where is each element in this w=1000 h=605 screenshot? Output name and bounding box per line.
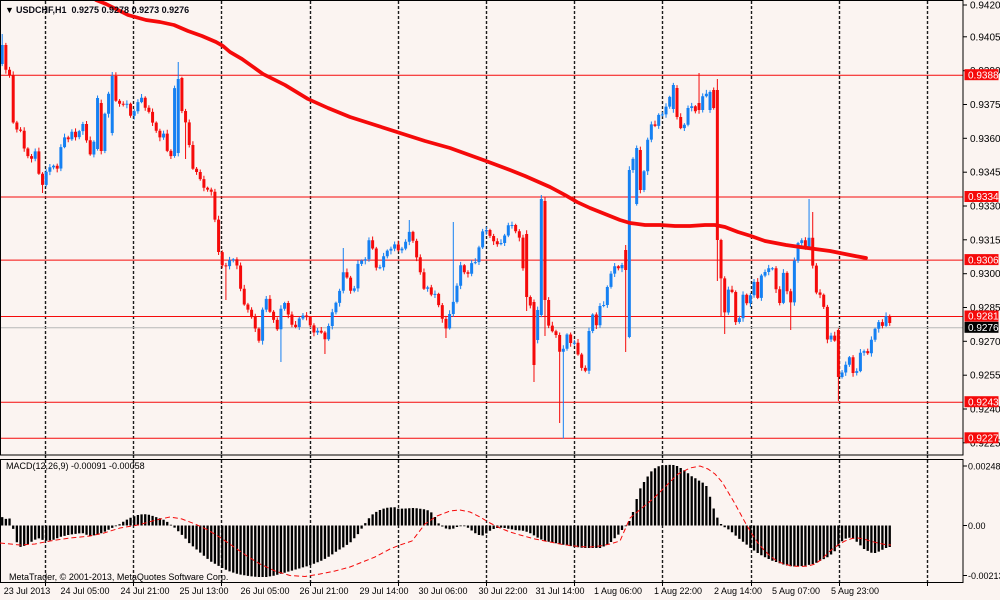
svg-text:-0.00213: -0.00213 xyxy=(968,571,1000,581)
svg-text:30 Jul 06:00: 30 Jul 06:00 xyxy=(418,586,467,596)
svg-text:24 Jul 21:00: 24 Jul 21:00 xyxy=(120,586,169,596)
svg-text:25 Jul 13:00: 25 Jul 13:00 xyxy=(179,586,228,596)
svg-text:0.9227: 0.9227 xyxy=(968,434,999,445)
svg-text:0.9300: 0.9300 xyxy=(970,269,1000,280)
svg-text:MACD(12,26,9) -0.00091 -0.0005: MACD(12,26,9) -0.00091 -0.00058 xyxy=(6,461,145,471)
svg-text:0.00: 0.00 xyxy=(968,521,986,531)
svg-text:26 Jul 21:00: 26 Jul 21:00 xyxy=(299,586,348,596)
svg-text:0.9360: 0.9360 xyxy=(970,134,1000,145)
svg-text:0.9388: 0.9388 xyxy=(968,70,999,81)
svg-text:0.9285: 0.9285 xyxy=(970,303,1000,314)
svg-text:0.9345: 0.9345 xyxy=(970,168,1000,179)
svg-text:5 Aug 07:00: 5 Aug 07:00 xyxy=(772,586,820,596)
svg-text:29 Jul 14:00: 29 Jul 14:00 xyxy=(359,586,408,596)
svg-text:0.9255: 0.9255 xyxy=(970,371,1000,382)
svg-text:24 Jul 05:00: 24 Jul 05:00 xyxy=(60,586,109,596)
svg-text:0.9270: 0.9270 xyxy=(970,337,1000,348)
svg-text:1 Aug 22:00: 1 Aug 22:00 xyxy=(654,586,702,596)
svg-text:0.9315: 0.9315 xyxy=(970,235,1000,246)
svg-text:0.9420: 0.9420 xyxy=(970,1,1000,12)
svg-text:26 Jul 05:00: 26 Jul 05:00 xyxy=(240,586,289,596)
svg-text:30 Jul 22:00: 30 Jul 22:00 xyxy=(478,586,527,596)
svg-text:23 Jul 2013: 23 Jul 2013 xyxy=(4,586,51,596)
svg-text:2 Aug 14:00: 2 Aug 14:00 xyxy=(714,586,762,596)
svg-text:▼: ▼ xyxy=(5,5,14,15)
svg-text:0.9375: 0.9375 xyxy=(970,100,1000,111)
svg-text:5 Aug 23:00: 5 Aug 23:00 xyxy=(831,586,879,596)
svg-text:0.9276: 0.9276 xyxy=(968,323,999,334)
svg-text:1 Aug 06:00: 1 Aug 06:00 xyxy=(594,586,642,596)
svg-text:31 Jul 14:00: 31 Jul 14:00 xyxy=(535,586,584,596)
svg-text:0.9240: 0.9240 xyxy=(970,405,1000,416)
svg-text:0.00248: 0.00248 xyxy=(968,462,1000,472)
svg-text:0.9334: 0.9334 xyxy=(968,192,999,203)
svg-text:0.9225: 0.9225 xyxy=(970,438,1000,449)
svg-text:0.9306: 0.9306 xyxy=(968,255,999,266)
svg-text:0.9405: 0.9405 xyxy=(970,32,1000,43)
svg-text:0.9330: 0.9330 xyxy=(970,202,1000,213)
svg-text:0.9243: 0.9243 xyxy=(968,397,999,408)
svg-text:MetaTrader, © 2001-2013, MetaQ: MetaTrader, © 2001-2013, MetaQuotes Soft… xyxy=(9,572,228,582)
svg-text:USDCHF,H1 0.9275 0.9278 0.927: USDCHF,H1 0.9275 0.9278 0.9273 0.9276 xyxy=(16,5,189,15)
svg-text:0.9281: 0.9281 xyxy=(968,312,999,323)
